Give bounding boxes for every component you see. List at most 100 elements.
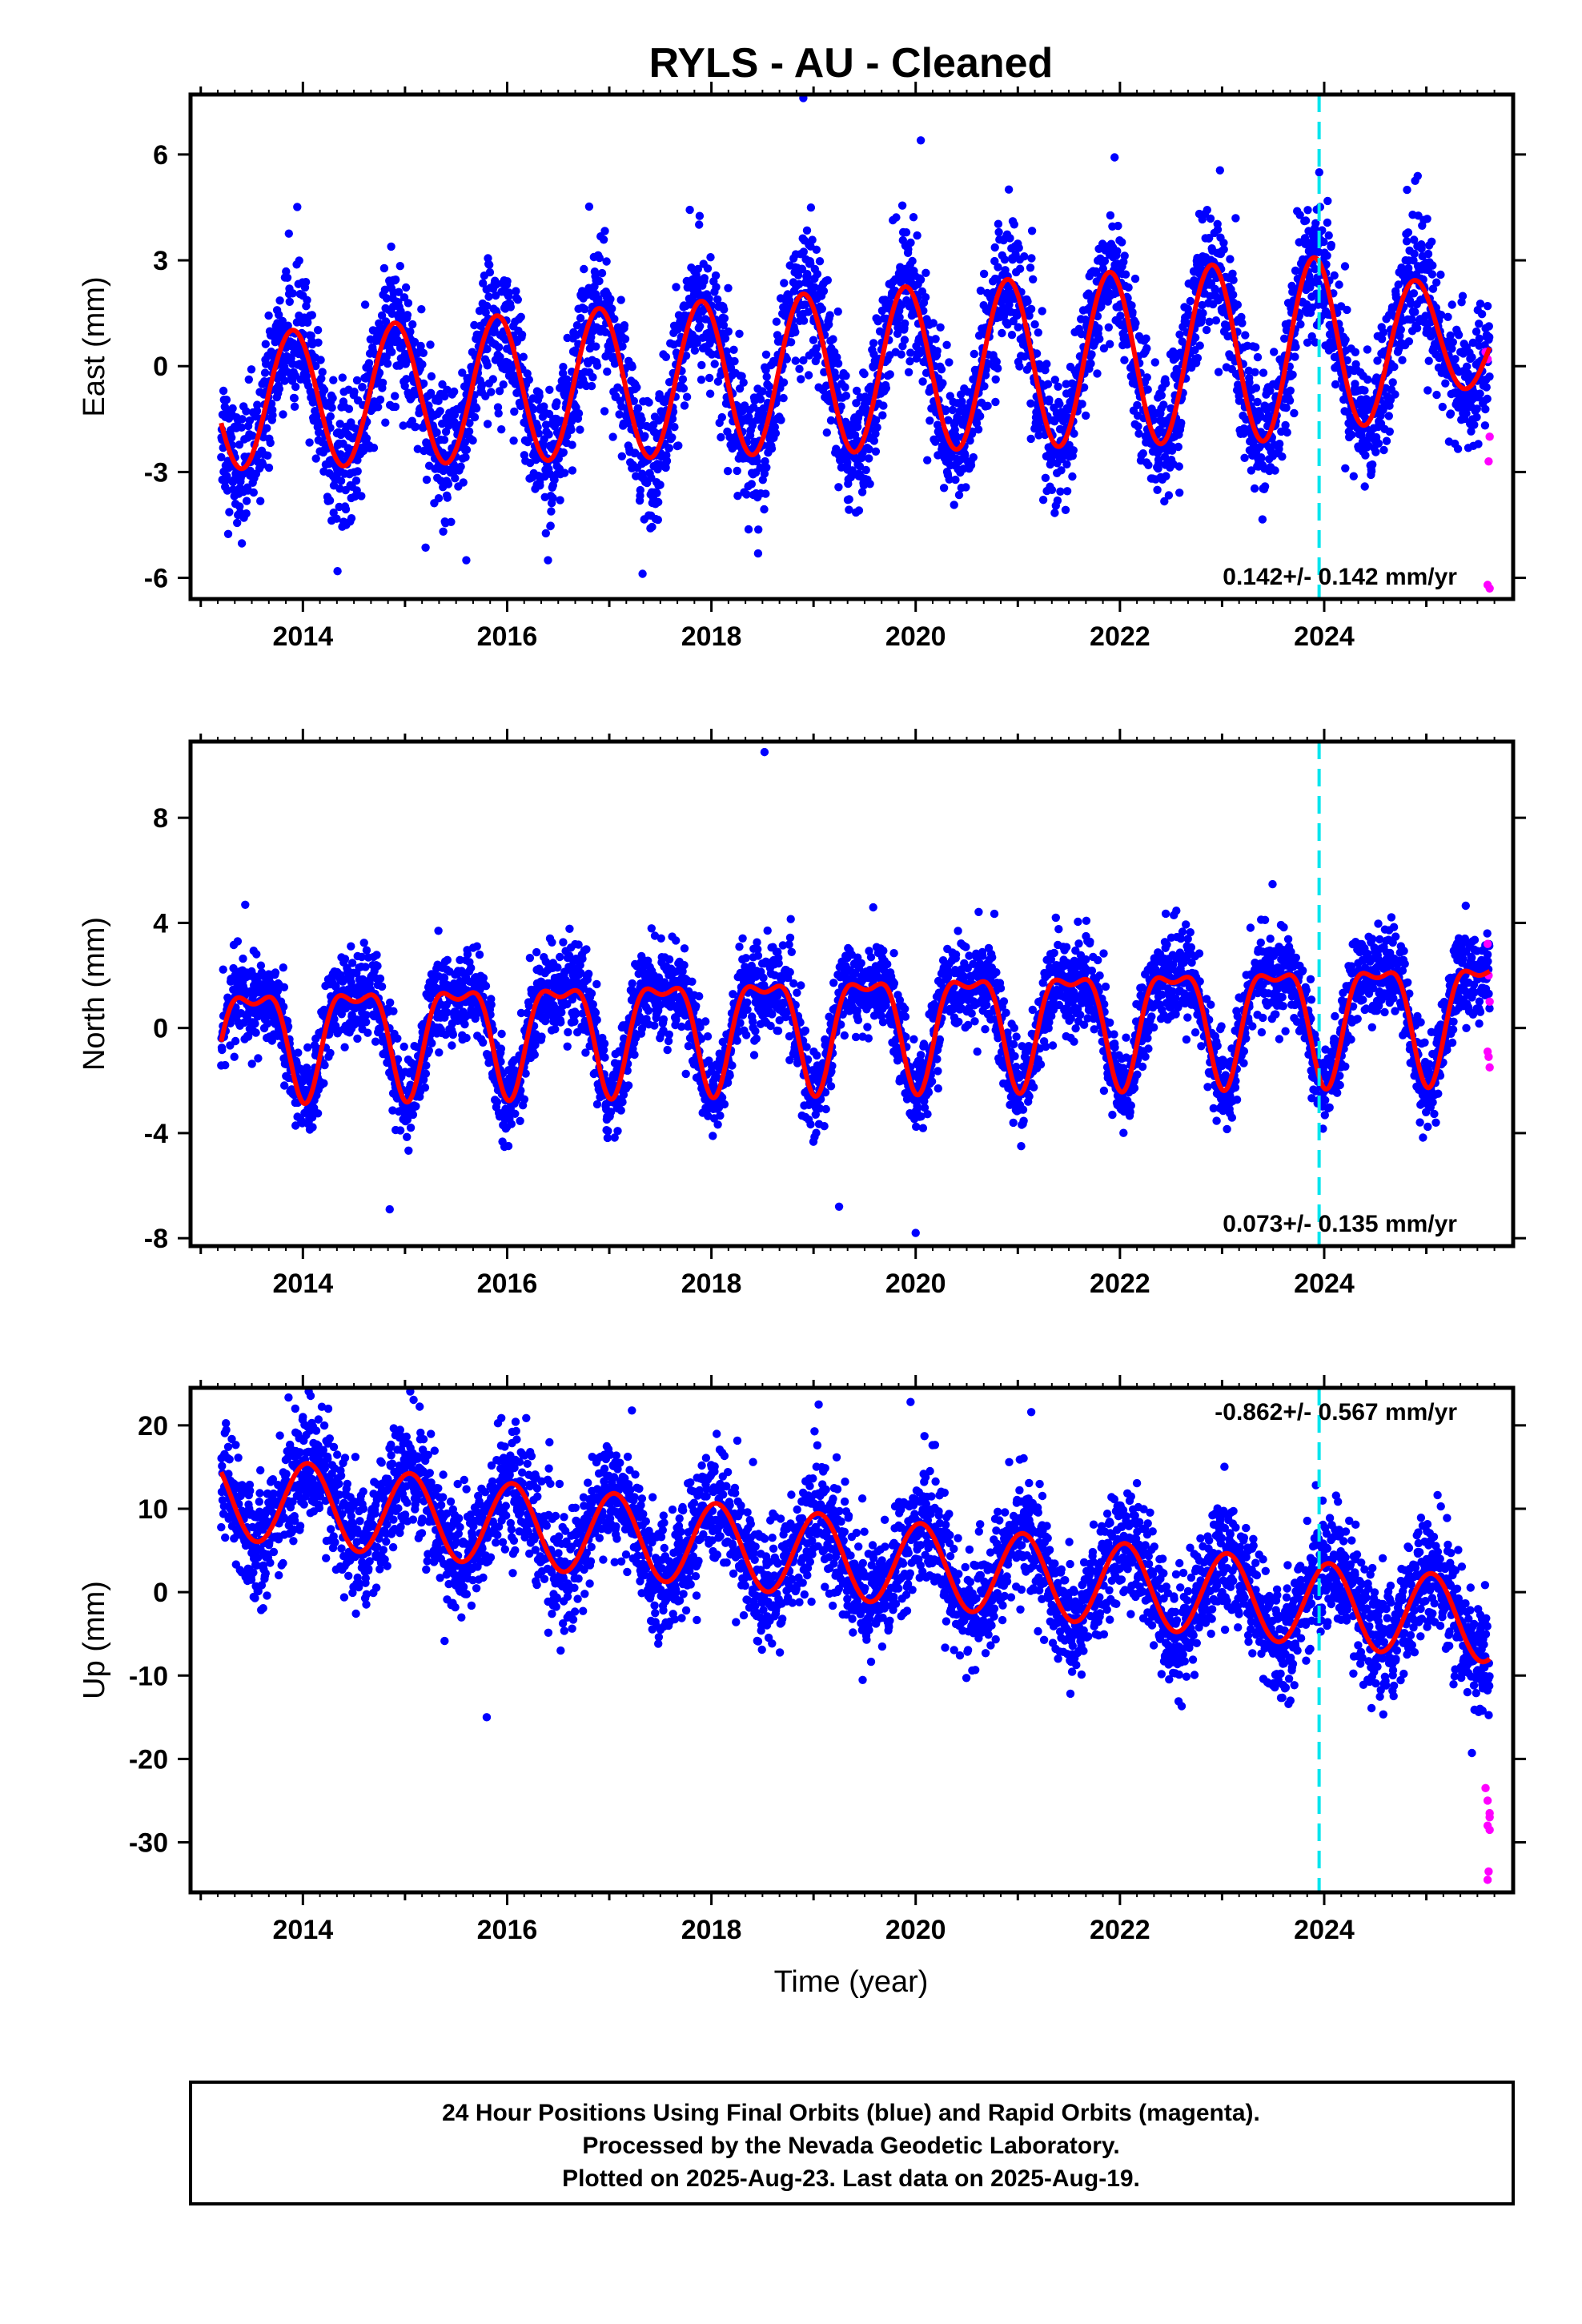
final-orbit-point — [779, 393, 788, 403]
final-orbit-point — [419, 348, 428, 357]
final-orbit-point — [241, 900, 250, 910]
final-orbit-point — [408, 320, 417, 329]
final-orbit-point — [1343, 305, 1351, 315]
final-orbit-point — [393, 1034, 402, 1043]
final-orbit-point — [1026, 399, 1035, 408]
final-orbit-point — [217, 452, 226, 462]
final-orbit-point — [1098, 264, 1108, 273]
final-orbit-point — [580, 264, 588, 274]
final-orbit-point — [1014, 323, 1022, 332]
final-orbit-point — [1020, 252, 1029, 261]
final-orbit-point — [510, 407, 519, 416]
final-orbit-point — [494, 343, 504, 352]
final-orbit-point — [592, 342, 600, 351]
final-orbit-point — [831, 372, 840, 381]
final-orbit-point — [1379, 445, 1388, 455]
final-orbit-point — [833, 307, 842, 316]
final-orbit-point — [705, 294, 713, 304]
final-orbit-point — [494, 409, 503, 418]
final-orbit-point — [424, 1046, 433, 1055]
final-orbit-point — [280, 1081, 289, 1090]
final-orbit-point — [595, 276, 604, 286]
final-orbit-point — [656, 480, 665, 489]
final-orbit-point — [1482, 383, 1491, 392]
final-orbit-point — [1296, 320, 1305, 329]
final-orbit-point — [885, 370, 894, 379]
final-orbit-point — [1062, 460, 1071, 468]
final-orbit-point — [477, 380, 487, 389]
final-orbit-point — [388, 1106, 397, 1115]
final-orbit-point — [1409, 289, 1419, 298]
final-orbit-point — [753, 456, 761, 466]
final-orbit-point — [1382, 436, 1391, 445]
final-orbit-point — [1427, 237, 1436, 246]
final-orbit-point — [1327, 240, 1336, 250]
final-orbit-point — [1394, 280, 1403, 289]
final-orbit-point — [588, 372, 597, 382]
final-orbit-point — [1006, 234, 1014, 243]
final-orbit-point — [904, 245, 913, 254]
final-orbit-point — [706, 253, 715, 262]
final-orbit-point — [897, 350, 905, 359]
final-orbit-point — [1410, 235, 1419, 244]
final-orbit-point — [256, 497, 265, 505]
final-orbit-point — [314, 338, 323, 347]
final-orbit-point — [497, 425, 506, 434]
final-orbit-point — [440, 436, 449, 444]
final-orbit-point — [509, 436, 518, 445]
final-orbit-point — [1481, 404, 1490, 414]
final-orbit-point — [1379, 328, 1388, 337]
final-orbit-point — [719, 320, 729, 330]
final-orbit-point — [490, 326, 499, 336]
final-orbit-point — [852, 386, 861, 396]
final-orbit-point — [994, 263, 1002, 271]
final-orbit-point — [710, 360, 719, 368]
final-orbit-point — [620, 321, 629, 330]
final-orbit-point — [1134, 429, 1143, 438]
final-orbit-point — [966, 460, 976, 470]
final-orbit-point — [1377, 335, 1387, 344]
final-orbit-point — [1177, 418, 1186, 428]
final-orbit-point — [516, 401, 525, 411]
final-orbit-point — [841, 383, 849, 392]
final-orbit-point — [872, 416, 881, 424]
final-orbit-point — [1428, 261, 1437, 270]
final-orbit-point — [443, 1008, 452, 1017]
final-orbit-point — [1015, 264, 1025, 273]
final-orbit-point — [1390, 362, 1399, 372]
final-orbit-point — [695, 211, 705, 220]
final-orbit-point — [242, 497, 251, 505]
final-orbit-point — [427, 372, 436, 381]
final-orbit-point — [550, 476, 559, 485]
final-orbit-point — [373, 962, 382, 971]
final-orbit-point — [991, 375, 1000, 384]
final-orbit-point — [428, 1039, 436, 1047]
final-orbit-point — [1087, 350, 1096, 359]
final-orbit-point — [735, 384, 745, 393]
y-tick-label: -6 — [144, 564, 168, 594]
final-orbit-point — [1206, 214, 1215, 223]
final-orbit-point — [350, 388, 359, 396]
final-orbit-point — [841, 392, 851, 400]
final-orbit-point — [916, 136, 926, 145]
final-orbit-point — [1368, 460, 1377, 469]
final-orbit-point — [795, 364, 804, 373]
final-orbit-point — [1214, 368, 1223, 376]
final-orbit-point — [263, 424, 271, 432]
final-orbit-point — [308, 1123, 317, 1132]
final-orbit-point — [1283, 428, 1291, 437]
final-orbit-point — [1424, 356, 1433, 365]
final-orbit-point — [737, 372, 746, 380]
final-orbit-point — [485, 260, 494, 269]
final-orbit-point — [1027, 227, 1037, 235]
final-orbit-point — [1114, 221, 1122, 231]
final-orbit-point — [264, 463, 274, 472]
final-orbit-point — [697, 360, 706, 370]
final-orbit-point — [420, 1083, 430, 1092]
final-orbit-point — [713, 295, 722, 304]
final-orbit-point — [665, 378, 674, 387]
final-orbit-point — [1226, 255, 1235, 263]
final-orbit-point — [391, 392, 400, 400]
final-orbit-point — [472, 404, 481, 413]
final-orbit-point — [1233, 300, 1243, 309]
